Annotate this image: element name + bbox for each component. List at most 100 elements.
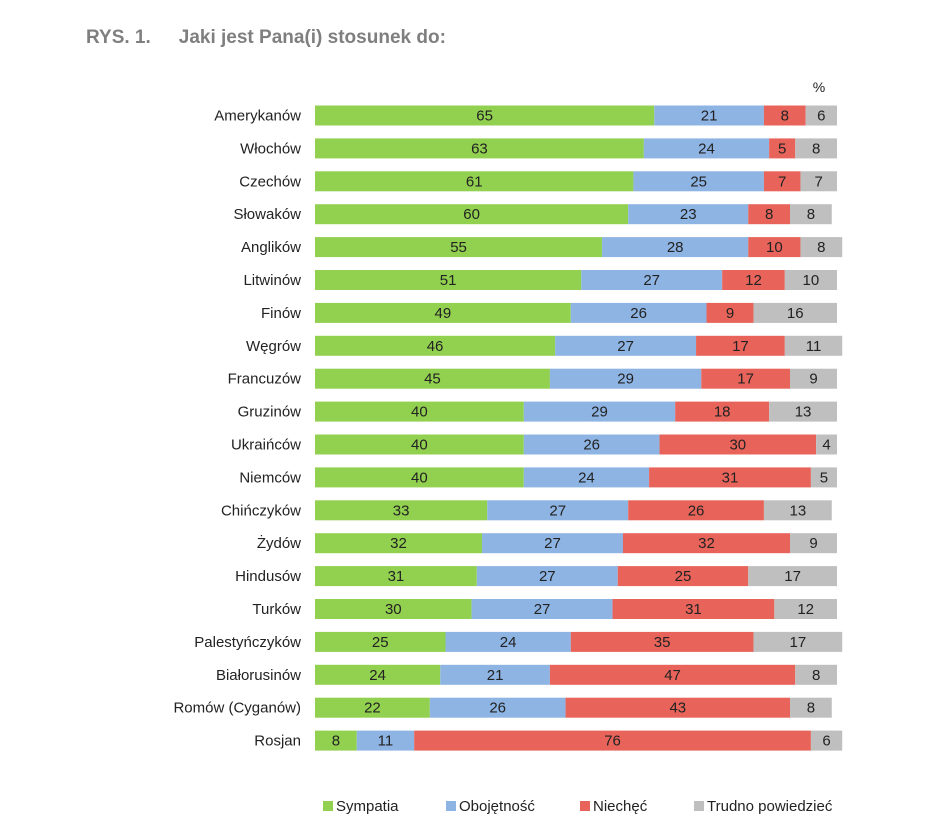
category-label: Amerykanów	[214, 108, 301, 125]
data-label: 13	[795, 404, 812, 421]
bar-segment	[549, 664, 796, 685]
bar-segment	[315, 434, 524, 455]
bar-segment	[315, 368, 550, 389]
data-label: 28	[667, 239, 684, 256]
data-label: 30	[385, 601, 402, 618]
bar-segment	[659, 434, 817, 455]
legend-label: Trudno powiedzieć	[707, 798, 833, 815]
bar-segment	[748, 204, 791, 225]
bar-segment	[763, 105, 806, 126]
data-label: 35	[654, 634, 671, 651]
data-label: 23	[680, 206, 697, 223]
bar-segment	[315, 171, 634, 192]
data-label: 6	[822, 733, 830, 750]
figure-title: RYS. 1. Jaki jest Pana(i) stosunek do:	[86, 27, 446, 49]
data-label: 55	[450, 239, 467, 256]
data-label: 10	[766, 239, 783, 256]
data-label: 8	[807, 700, 815, 717]
data-label: 27	[549, 502, 566, 519]
data-label: 13	[790, 502, 807, 519]
bar-segment	[445, 631, 571, 652]
bar-segment	[628, 204, 749, 225]
data-label: 17	[790, 634, 807, 651]
bar-segment	[482, 533, 623, 554]
bar-segment	[476, 566, 618, 587]
bar-segment	[487, 500, 629, 521]
bar-segment	[628, 500, 764, 521]
bar-segment	[675, 401, 770, 422]
bar-segment	[790, 204, 832, 225]
data-label: 17	[784, 568, 801, 585]
bar-segment	[774, 599, 837, 619]
legend-swatch	[323, 801, 333, 811]
category-label: Romów (Cyganów)	[173, 700, 301, 717]
data-label: 9	[809, 371, 817, 388]
data-label: 11	[806, 338, 822, 355]
data-label: 26	[630, 305, 647, 322]
category-label: Białorusinów	[216, 667, 301, 684]
data-label: 24	[500, 634, 517, 651]
data-label: 22	[364, 700, 381, 717]
bar-segment	[784, 335, 843, 356]
category-label: Węgrów	[246, 338, 301, 355]
category-label: Hindusów	[235, 568, 301, 585]
legend-label: Niechęć	[593, 798, 648, 815]
bar-segment	[429, 697, 566, 718]
bar-segment	[722, 270, 785, 290]
data-label: 32	[698, 535, 715, 552]
category-label: Gruzinów	[238, 404, 302, 421]
bar-segment	[549, 368, 702, 389]
bar-segment	[800, 237, 843, 258]
bar-segment	[617, 566, 749, 587]
data-label: 7	[815, 173, 823, 190]
bar-segment	[565, 697, 791, 718]
bar-segment	[315, 105, 655, 126]
legend-label: Sympatia	[336, 798, 399, 815]
data-label: 27	[617, 338, 634, 355]
data-label: 5	[820, 469, 828, 486]
bar-segment	[790, 697, 832, 718]
legend-swatch	[580, 801, 590, 811]
bar-segment	[633, 171, 764, 192]
data-label: 26	[583, 437, 600, 454]
bar-segment	[602, 237, 749, 258]
data-label: 30	[729, 437, 746, 454]
data-label: 31	[722, 469, 739, 486]
data-label: 7	[778, 173, 786, 190]
data-label: 24	[369, 667, 386, 684]
data-label: 17	[737, 371, 754, 388]
bar-segment	[649, 467, 811, 488]
data-label: 12	[745, 272, 762, 289]
bar-segment	[523, 401, 676, 422]
data-label: 8	[781, 108, 789, 125]
category-label: Anglików	[241, 239, 301, 256]
bar-segment	[356, 730, 415, 751]
data-label: 31	[388, 568, 405, 585]
data-label: 8	[807, 206, 815, 223]
bar-segment	[748, 566, 837, 587]
bar-segment	[315, 401, 524, 422]
bar-segment	[315, 270, 582, 290]
category-label: Ukraińców	[231, 437, 301, 454]
bar-segment	[753, 302, 837, 323]
data-label: 31	[685, 601, 702, 618]
data-label: 21	[487, 667, 504, 684]
bar-segment	[810, 467, 837, 488]
data-label: 27	[643, 272, 660, 289]
data-label: 18	[714, 404, 731, 421]
data-label: 61	[466, 173, 483, 190]
data-label: 16	[787, 305, 804, 322]
data-label: 29	[591, 404, 608, 421]
data-label: 29	[617, 371, 634, 388]
bar-segment	[315, 697, 430, 718]
bar-segment	[790, 368, 837, 389]
category-label: Żydów	[257, 534, 301, 552]
bar-segment	[315, 204, 629, 225]
bar-segment	[414, 730, 811, 751]
data-label: 46	[427, 338, 444, 355]
bar-segment	[315, 664, 441, 685]
data-label: 8	[817, 239, 825, 256]
data-label: 45	[424, 371, 441, 388]
data-label: 26	[489, 700, 506, 717]
